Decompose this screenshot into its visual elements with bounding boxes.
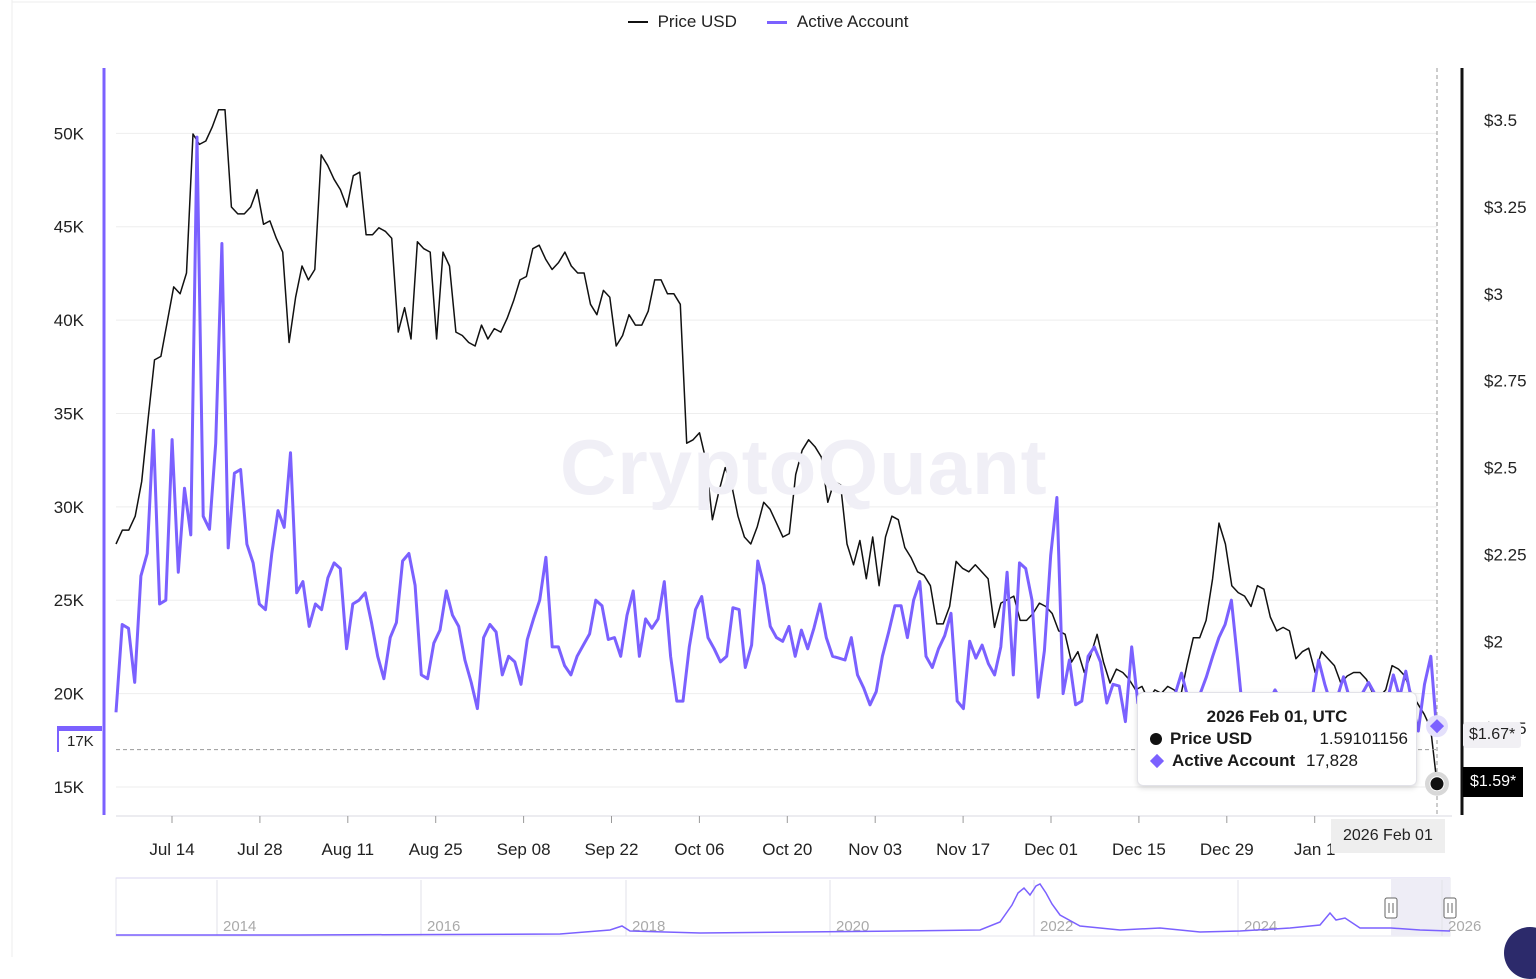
right-tick-label: $2 xyxy=(1484,632,1503,651)
legend: Price USD Active Account xyxy=(0,12,1536,32)
navigator-series-line xyxy=(116,883,1451,936)
price-dot-icon xyxy=(1150,733,1162,745)
legend-price-label: Price USD xyxy=(657,12,737,31)
left-tick-label: 40K xyxy=(54,311,85,330)
tooltip-active-label: Active Account xyxy=(1172,751,1296,770)
right-tick-label: $2.75 xyxy=(1484,372,1527,391)
x-tick-label: Sep 22 xyxy=(585,840,639,859)
right-active-badge: $1.67* xyxy=(1463,722,1522,748)
x-tick-label: Oct 20 xyxy=(762,840,812,859)
navigator[interactable]: 2014 2016 2018 2020 2022 2024 2026 xyxy=(115,877,1481,937)
left-tick-label: 50K xyxy=(54,124,85,143)
navigator-year-label: 2022 xyxy=(1040,918,1073,935)
x-tick-label: Nov 17 xyxy=(936,840,990,859)
navigator-year-label: 2016 xyxy=(427,918,460,935)
legend-active-label: Active Account xyxy=(796,12,909,31)
x-tick-label: Dec 01 xyxy=(1024,840,1078,859)
right-axis: $3.5$3.25$3$2.75$2.5$2.25$2$1.75 xyxy=(1460,68,1527,815)
right-tick-label: $3.5 xyxy=(1484,111,1517,130)
series-lines xyxy=(114,108,1439,784)
left-tick-label: 15K xyxy=(54,778,85,797)
navigator-frame xyxy=(115,877,1451,937)
right-tick-label: $2.5 xyxy=(1484,459,1517,478)
x-tick-label: Aug 11 xyxy=(321,840,374,859)
left-tick-label: 25K xyxy=(54,591,85,610)
active-marker xyxy=(1429,719,1445,734)
grid-lines xyxy=(11,0,1536,957)
x-tick-label: Jan 1 xyxy=(1294,840,1336,859)
price-swatch xyxy=(627,21,648,23)
x-tick-label: Sep 08 xyxy=(497,840,551,859)
x-axis: Jul 14 Jul 28 Aug 11 Aug 25 Sep 08 Sep 22 Oct … xyxy=(116,815,1452,859)
navigator-year-label: 2020 xyxy=(836,918,869,935)
drag-handle-icon[interactable] xyxy=(1384,897,1398,919)
tooltip-row-price: Price USD 1.59101156 xyxy=(1150,729,1416,749)
x-tick-label: Aug 25 xyxy=(409,840,463,859)
left-tick-label: 35K xyxy=(54,404,85,423)
tooltip: 2026 Feb 01, UTC Price USD 1.59101156 Ac… xyxy=(1137,692,1417,786)
navigator-year-label: 2026 xyxy=(1448,918,1481,935)
navigator-year-label: 2024 xyxy=(1244,918,1277,935)
legend-item-price[interactable]: Price USD xyxy=(627,12,737,32)
watermark: CryptoQuant xyxy=(560,423,1048,511)
tooltip-row-active: Active Account 17,828 xyxy=(1149,751,1416,771)
left-tick-label: 30K xyxy=(54,498,85,517)
tooltip-price-label: Price USD xyxy=(1170,729,1253,748)
diamond-icon xyxy=(1149,753,1165,769)
x-tick-label: Jul 14 xyxy=(149,840,194,859)
legend-item-active[interactable]: Active Account xyxy=(766,12,909,32)
x-tick-label: Jul 28 xyxy=(237,840,282,859)
right-tick-label: $2.25 xyxy=(1484,545,1527,564)
navigator-year-label: 2014 xyxy=(223,918,256,935)
x-tick-label: Nov 03 xyxy=(848,840,902,859)
left-axis: 50K 45K 40K 35K 30K 25K 20K 15K xyxy=(54,68,106,815)
price-line xyxy=(115,108,1438,784)
tooltip-title: 2026 Feb 01, UTC xyxy=(1206,707,1348,726)
right-tick-label: $3 xyxy=(1484,285,1503,304)
left-tick-label: 20K xyxy=(54,685,85,704)
drag-handle-icon[interactable] xyxy=(1443,897,1457,919)
x-current-badge: 2026 Feb 01 xyxy=(1331,819,1445,853)
right-price-badge: $1.59* xyxy=(1463,767,1524,797)
right-tick-label: $3.25 xyxy=(1484,198,1527,217)
navigator-selection xyxy=(1391,878,1450,936)
tooltip-active-value: 17,828 xyxy=(1306,751,1358,770)
x-tick-label: Dec 29 xyxy=(1200,840,1254,859)
tooltip-price-value: 1.59101156 xyxy=(1319,729,1408,748)
price-marker xyxy=(1429,776,1445,792)
left-current-badge: 17K xyxy=(57,726,102,752)
left-tick-label: 45K xyxy=(54,218,85,237)
active-swatch xyxy=(766,20,787,24)
active-account-line xyxy=(114,135,1439,748)
chart-svg: 50K 45K 40K 35K 30K 25K 20K 15K $3.5 $3.25 $3 $2.7… xyxy=(11,0,1536,957)
x-tick-label: Dec 15 xyxy=(1112,840,1166,859)
x-tick-label: Oct 06 xyxy=(674,840,724,859)
